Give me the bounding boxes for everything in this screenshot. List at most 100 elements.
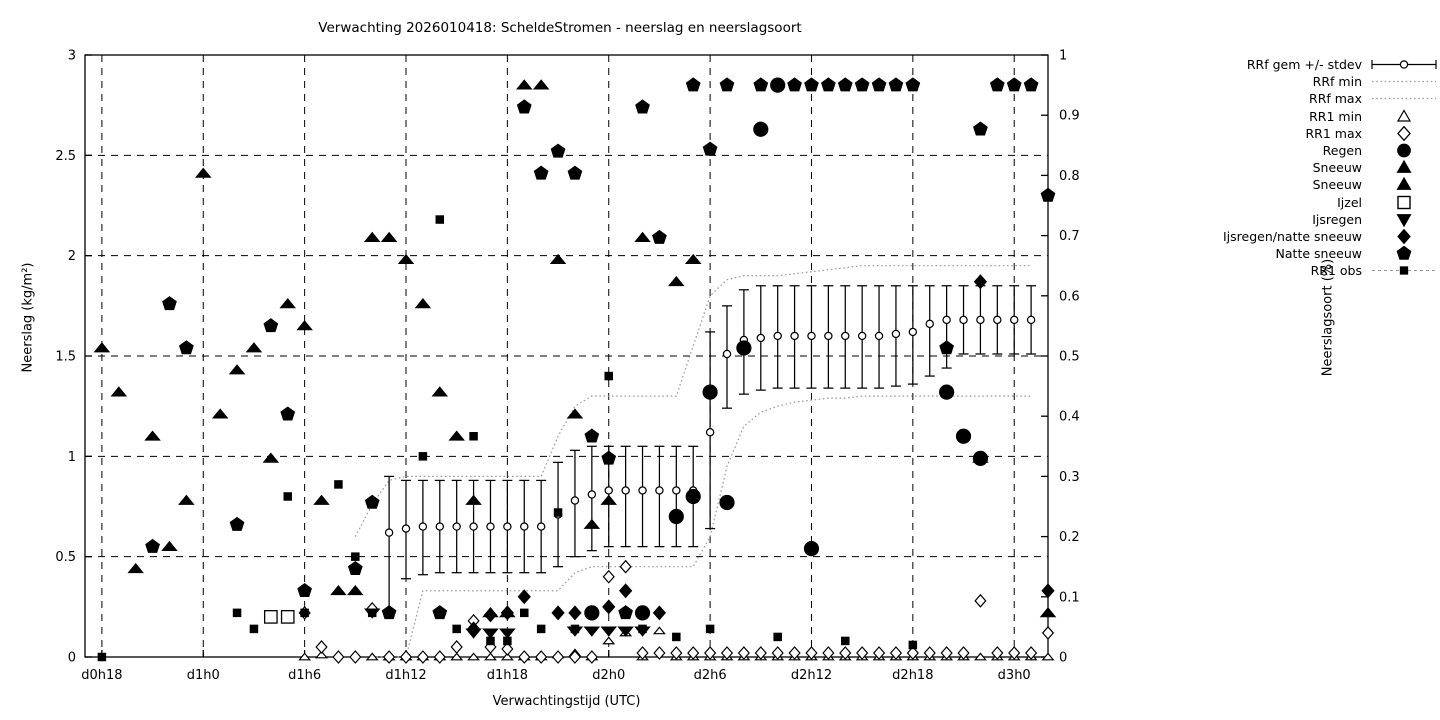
marker-diamond: [906, 646, 919, 660]
marker-triangle-down: [482, 628, 499, 639]
errorbar-mean-marker: [790, 331, 799, 341]
marker-triangle-up: [448, 430, 465, 441]
legend-item[interactable]: Ijsregen: [1150, 211, 1440, 228]
marker-triangle-up: [549, 253, 567, 265]
y-axis-tick-label: 2.5: [55, 149, 76, 164]
y-axis-tick-label: 0: [68, 651, 76, 666]
legend-item-label: RR1 max: [1305, 125, 1362, 141]
legend-item-key: [1368, 176, 1440, 193]
marker-square: [553, 508, 563, 517]
legend-item-key: [1368, 194, 1440, 211]
marker-pentagon: [888, 77, 904, 92]
marker-square: [638, 624, 647, 634]
marker-pentagon: [635, 99, 650, 114]
marker-triangle-up: [684, 253, 702, 265]
legend-item[interactable]: Sneeuw: [1150, 176, 1440, 193]
errorbar-circle-icon: [1371, 60, 1437, 70]
marker-triangle-up: [365, 652, 379, 661]
legend-item[interactable]: Ijsregen/natte sneeuw: [1150, 228, 1440, 245]
marker-square: [300, 608, 309, 618]
marker-triangle-up: [313, 494, 330, 505]
legend-item[interactable]: RRf gem +/- stdev: [1150, 56, 1440, 73]
marker-triangle-up: [1041, 652, 1055, 661]
y2-axis-tick-label: 0.5: [1059, 350, 1080, 365]
errorbar-mean-marker: [1009, 315, 1019, 325]
marker-diamond: [704, 646, 717, 660]
marker-diamond: [872, 646, 886, 660]
y-axis-tick-label: 1.5: [55, 350, 76, 365]
errorbar-mean-marker: [908, 327, 918, 337]
marker-diamond: [332, 650, 345, 664]
legend-item[interactable]: Regen: [1150, 142, 1440, 159]
filled-circle-icon: [1397, 143, 1411, 158]
legend-item-key: [1368, 142, 1440, 159]
marker-diamond: [771, 646, 784, 660]
legend-item[interactable]: Ijzel: [1150, 194, 1440, 211]
marker-triangle-up: [1039, 607, 1057, 618]
legend-item-label: RRf max: [1309, 91, 1362, 107]
errorbar-mean-marker: [705, 428, 715, 437]
marker-triangle-down: [583, 626, 601, 637]
marker-diamond: [602, 599, 616, 615]
marker-square: [334, 480, 343, 489]
marker-pentagon: [973, 121, 988, 136]
x-axis-tick-label: d2h18: [892, 668, 933, 683]
marker-diamond: [973, 274, 988, 290]
marker-square: [263, 610, 278, 624]
marker-triangle-up: [347, 584, 364, 596]
marker-diamond: [619, 583, 633, 599]
y2-axis-tick-label: 0.1: [1059, 590, 1080, 605]
legend-item-key: [1368, 159, 1440, 176]
legend-item[interactable]: RR1 max: [1150, 125, 1440, 142]
marker-pentagon: [804, 77, 819, 92]
marker-diamond: [1008, 646, 1021, 660]
marker-diamond: [839, 646, 852, 660]
marker-square: [469, 432, 478, 441]
marker-triangle-up: [500, 652, 514, 661]
marker-diamond: [822, 646, 835, 660]
marker-square: [367, 608, 377, 618]
legend-item-label: RR1 obs: [1310, 263, 1362, 279]
marker-diamond: [652, 605, 667, 621]
errorbar-mean-marker: [621, 486, 630, 495]
marker-circle: [803, 541, 820, 557]
marker-square: [536, 624, 546, 634]
y2-axis-tick-label: 0.7: [1059, 229, 1080, 244]
errorbar-mean-marker: [435, 522, 445, 531]
errorbar-mean-marker: [570, 496, 580, 505]
errorbar-mean-marker: [824, 331, 833, 341]
marker-circle: [972, 450, 989, 466]
legend-item[interactable]: RRf max: [1150, 90, 1440, 107]
x-axis-tick-label: d2h6: [694, 668, 727, 683]
errorbar-mean-marker: [722, 349, 732, 359]
legend-item-label: Ijsregen/natte sneeuw: [1223, 228, 1362, 244]
marker-square: [452, 624, 461, 634]
legend-item[interactable]: RR1 obs: [1150, 262, 1440, 279]
marker-triangle-up: [245, 342, 263, 353]
marker-diamond: [416, 650, 429, 664]
legend-item[interactable]: Sneeuw: [1150, 159, 1440, 176]
legend-item[interactable]: RR1 min: [1150, 108, 1440, 125]
marker-pentagon: [685, 77, 701, 92]
errorbar-mean-marker: [942, 315, 951, 325]
dashed-square-icon: [1372, 266, 1436, 275]
errorbar-mean-marker: [807, 331, 816, 341]
marker-diamond: [805, 646, 818, 660]
marker-diamond: [450, 640, 463, 654]
marker-diamond: [1025, 646, 1038, 660]
marker-triangle-up: [397, 253, 415, 265]
legend-item[interactable]: Natte sneeuw: [1150, 245, 1440, 262]
legend-item[interactable]: RRf min: [1150, 73, 1440, 90]
legend-item-key: [1368, 90, 1440, 107]
marker-triangle-up: [110, 386, 128, 397]
ijzel-markers: [263, 610, 295, 624]
marker-square: [97, 652, 107, 662]
x-axis-tick-label: d3h0: [998, 668, 1031, 683]
marker-triangle-up: [583, 518, 601, 529]
errorbar-mean-marker: [925, 319, 934, 329]
errorbar-mean-marker: [418, 522, 428, 531]
marker-square: [435, 215, 445, 224]
marker-triangle-up: [228, 364, 246, 375]
marker-circle: [719, 494, 735, 511]
marker-square: [520, 608, 529, 618]
